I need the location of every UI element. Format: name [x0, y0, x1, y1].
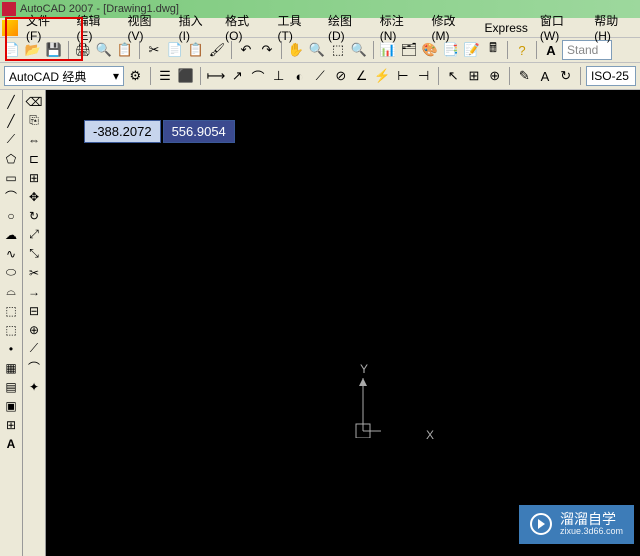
move-icon[interactable]: ✥	[24, 187, 44, 206]
menu-file[interactable]: 文件(F)	[20, 10, 70, 45]
fillet-icon[interactable]: ⌒	[24, 358, 44, 377]
drawing-canvas[interactable]: -388.2072 556.9054 Y X 溜溜自学 zixue.3d66.c…	[46, 90, 640, 556]
block-make-icon[interactable]: ⬚	[1, 320, 21, 339]
watermark-main: 溜溜自学	[560, 512, 623, 527]
autocad-icon	[2, 2, 16, 16]
menu-express[interactable]: Express	[479, 19, 534, 37]
polygon-icon[interactable]: ⬠	[1, 149, 21, 168]
offset-icon[interactable]: ⊏	[24, 149, 44, 168]
line-icon[interactable]: ╱	[1, 92, 21, 111]
region-icon[interactable]: ▣	[1, 396, 21, 415]
watermark-sub: zixue.3d66.com	[560, 527, 623, 537]
menu-modify[interactable]: 修改(M)	[425, 10, 478, 45]
document-icon[interactable]	[2, 20, 18, 36]
menu-bar: 文件(F) 编辑(E) 视图(V) 插入(I) 格式(O) 工具(T) 绘图(D…	[0, 18, 640, 38]
dim-quick-icon[interactable]: ⚡	[373, 66, 392, 86]
dim-diameter-icon[interactable]: ⊘	[331, 66, 350, 86]
dim-update-icon[interactable]: ↻	[556, 66, 575, 86]
stretch-icon[interactable]: ⤡	[24, 244, 44, 263]
separator	[438, 67, 439, 85]
dim-textedit-icon[interactable]: A	[536, 66, 555, 86]
join-icon[interactable]: ⊕	[24, 320, 44, 339]
main-area: ╱ ╱ ⟋ ⬠ ▭ ⌒ ○ ☁ ∿ ⬭ ⌓ ⬚ ⬚ • ▦ ▤ ▣ ⊞ A ⌫ …	[0, 90, 640, 556]
layer-icon[interactable]: ☰	[156, 66, 175, 86]
layer-prev-icon[interactable]: ⬛	[176, 66, 195, 86]
trim-icon[interactable]: ✂	[24, 263, 44, 282]
dim-angular-icon[interactable]: ∠	[352, 66, 371, 86]
dim-linear-icon[interactable]: ⟼	[206, 66, 226, 86]
dim-baseline-icon[interactable]: ⊢	[394, 66, 413, 86]
xline-icon[interactable]: ╱	[1, 111, 21, 130]
menu-window[interactable]: 窗口(W)	[534, 10, 588, 45]
menu-view[interactable]: 视图(V)	[122, 10, 173, 45]
ucs-x-label: X	[426, 428, 434, 442]
table-icon[interactable]: ⊞	[1, 415, 21, 434]
play-icon	[530, 513, 552, 535]
draw-toolbar: ╱ ╱ ⟋ ⬠ ▭ ⌒ ○ ☁ ∿ ⬭ ⌓ ⬚ ⬚ • ▦ ▤ ▣ ⊞ A	[0, 90, 23, 556]
ellipse-arc-icon[interactable]: ⌓	[1, 282, 21, 301]
dim-aligned-icon[interactable]: ↗	[228, 66, 247, 86]
center-mark-icon[interactable]: ⊕	[485, 66, 504, 86]
workspace-select[interactable]: AutoCAD 经典 ▾	[4, 66, 124, 86]
menu-draw[interactable]: 绘图(D)	[322, 10, 374, 45]
dynamic-input: -388.2072 556.9054	[84, 120, 235, 143]
dim-leader-icon[interactable]: ↖	[444, 66, 463, 86]
tolerance-icon[interactable]: ⊞	[465, 66, 484, 86]
arc-icon[interactable]: ⌒	[1, 187, 21, 206]
array-icon[interactable]: ⊞	[24, 168, 44, 187]
ucs-icon	[301, 358, 381, 438]
calc-icon[interactable]: 🖩	[483, 40, 503, 60]
workspace-settings-icon[interactable]: ⚙	[126, 66, 145, 86]
separator	[507, 41, 508, 59]
dim-edit-icon[interactable]: ✎	[515, 66, 534, 86]
copy-obj-icon[interactable]: ⎘	[24, 111, 44, 130]
dropdown-icon: ▾	[113, 69, 119, 83]
dim-radius-icon[interactable]: ◐	[290, 66, 309, 86]
ucs-y-label: Y	[360, 362, 368, 376]
menu-tools[interactable]: 工具(T)	[272, 10, 322, 45]
ellipse-icon[interactable]: ⬭	[1, 263, 21, 282]
rotate-icon[interactable]: ↻	[24, 206, 44, 225]
break-icon[interactable]: ⊟	[24, 301, 44, 320]
menu-format[interactable]: 格式(O)	[219, 10, 271, 45]
point-icon[interactable]: •	[1, 339, 21, 358]
erase-icon[interactable]: ⌫	[24, 92, 44, 111]
dim-jogged-icon[interactable]: ⟋	[311, 66, 330, 86]
separator	[509, 67, 510, 85]
menu-edit[interactable]: 编辑(E)	[70, 10, 121, 45]
dim-arc-icon[interactable]: ⌒	[249, 66, 268, 86]
menu-insert[interactable]: 插入(I)	[173, 10, 220, 45]
rectangle-icon[interactable]: ▭	[1, 168, 21, 187]
new-icon[interactable]: 📄	[2, 40, 22, 60]
explode-icon[interactable]: ✦	[24, 377, 44, 396]
coord-x: -388.2072	[84, 120, 161, 143]
revcloud-icon[interactable]: ☁	[1, 225, 21, 244]
hatch-icon[interactable]: ▦	[1, 358, 21, 377]
separator	[580, 67, 581, 85]
separator	[200, 67, 201, 85]
separator	[150, 67, 151, 85]
mtext-icon[interactable]: A	[1, 434, 21, 453]
spline-icon[interactable]: ∿	[1, 244, 21, 263]
menu-dimension[interactable]: 标注(N)	[374, 10, 426, 45]
polyline-icon[interactable]: ⟋	[1, 130, 21, 149]
coord-y: 556.9054	[163, 120, 235, 143]
dim-continue-icon[interactable]: ⊣	[414, 66, 433, 86]
chamfer-icon[interactable]: ⟋	[24, 339, 44, 358]
dim-ordinate-icon[interactable]: ⊥	[269, 66, 288, 86]
circle-icon[interactable]: ○	[1, 206, 21, 225]
mirror-icon[interactable]: ⇔	[24, 130, 44, 149]
menu-help[interactable]: 帮助(H)	[588, 10, 640, 45]
watermark: 溜溜自学 zixue.3d66.com	[519, 505, 634, 544]
help-icon[interactable]: ?	[512, 40, 532, 60]
block-insert-icon[interactable]: ⬚	[1, 301, 21, 320]
workspace-toolbar: AutoCAD 经典 ▾ ⚙ ☰ ⬛ ⟼ ↗ ⌒ ⊥ ◐ ⟋ ⊘ ∠ ⚡ ⊢ ⊣…	[0, 63, 640, 90]
gradient-icon[interactable]: ▤	[1, 377, 21, 396]
scale-icon[interactable]: ⤢	[24, 225, 44, 244]
extend-icon[interactable]: →	[24, 282, 44, 301]
workspace-label: AutoCAD 经典	[9, 68, 86, 85]
modify-toolbar: ⌫ ⎘ ⇔ ⊏ ⊞ ✥ ↻ ⤢ ⤡ ✂ → ⊟ ⊕ ⟋ ⌒ ✦	[23, 90, 46, 556]
dimstyle-label: ISO-25	[591, 69, 629, 83]
dimstyle-select[interactable]: ISO-25	[586, 66, 636, 86]
